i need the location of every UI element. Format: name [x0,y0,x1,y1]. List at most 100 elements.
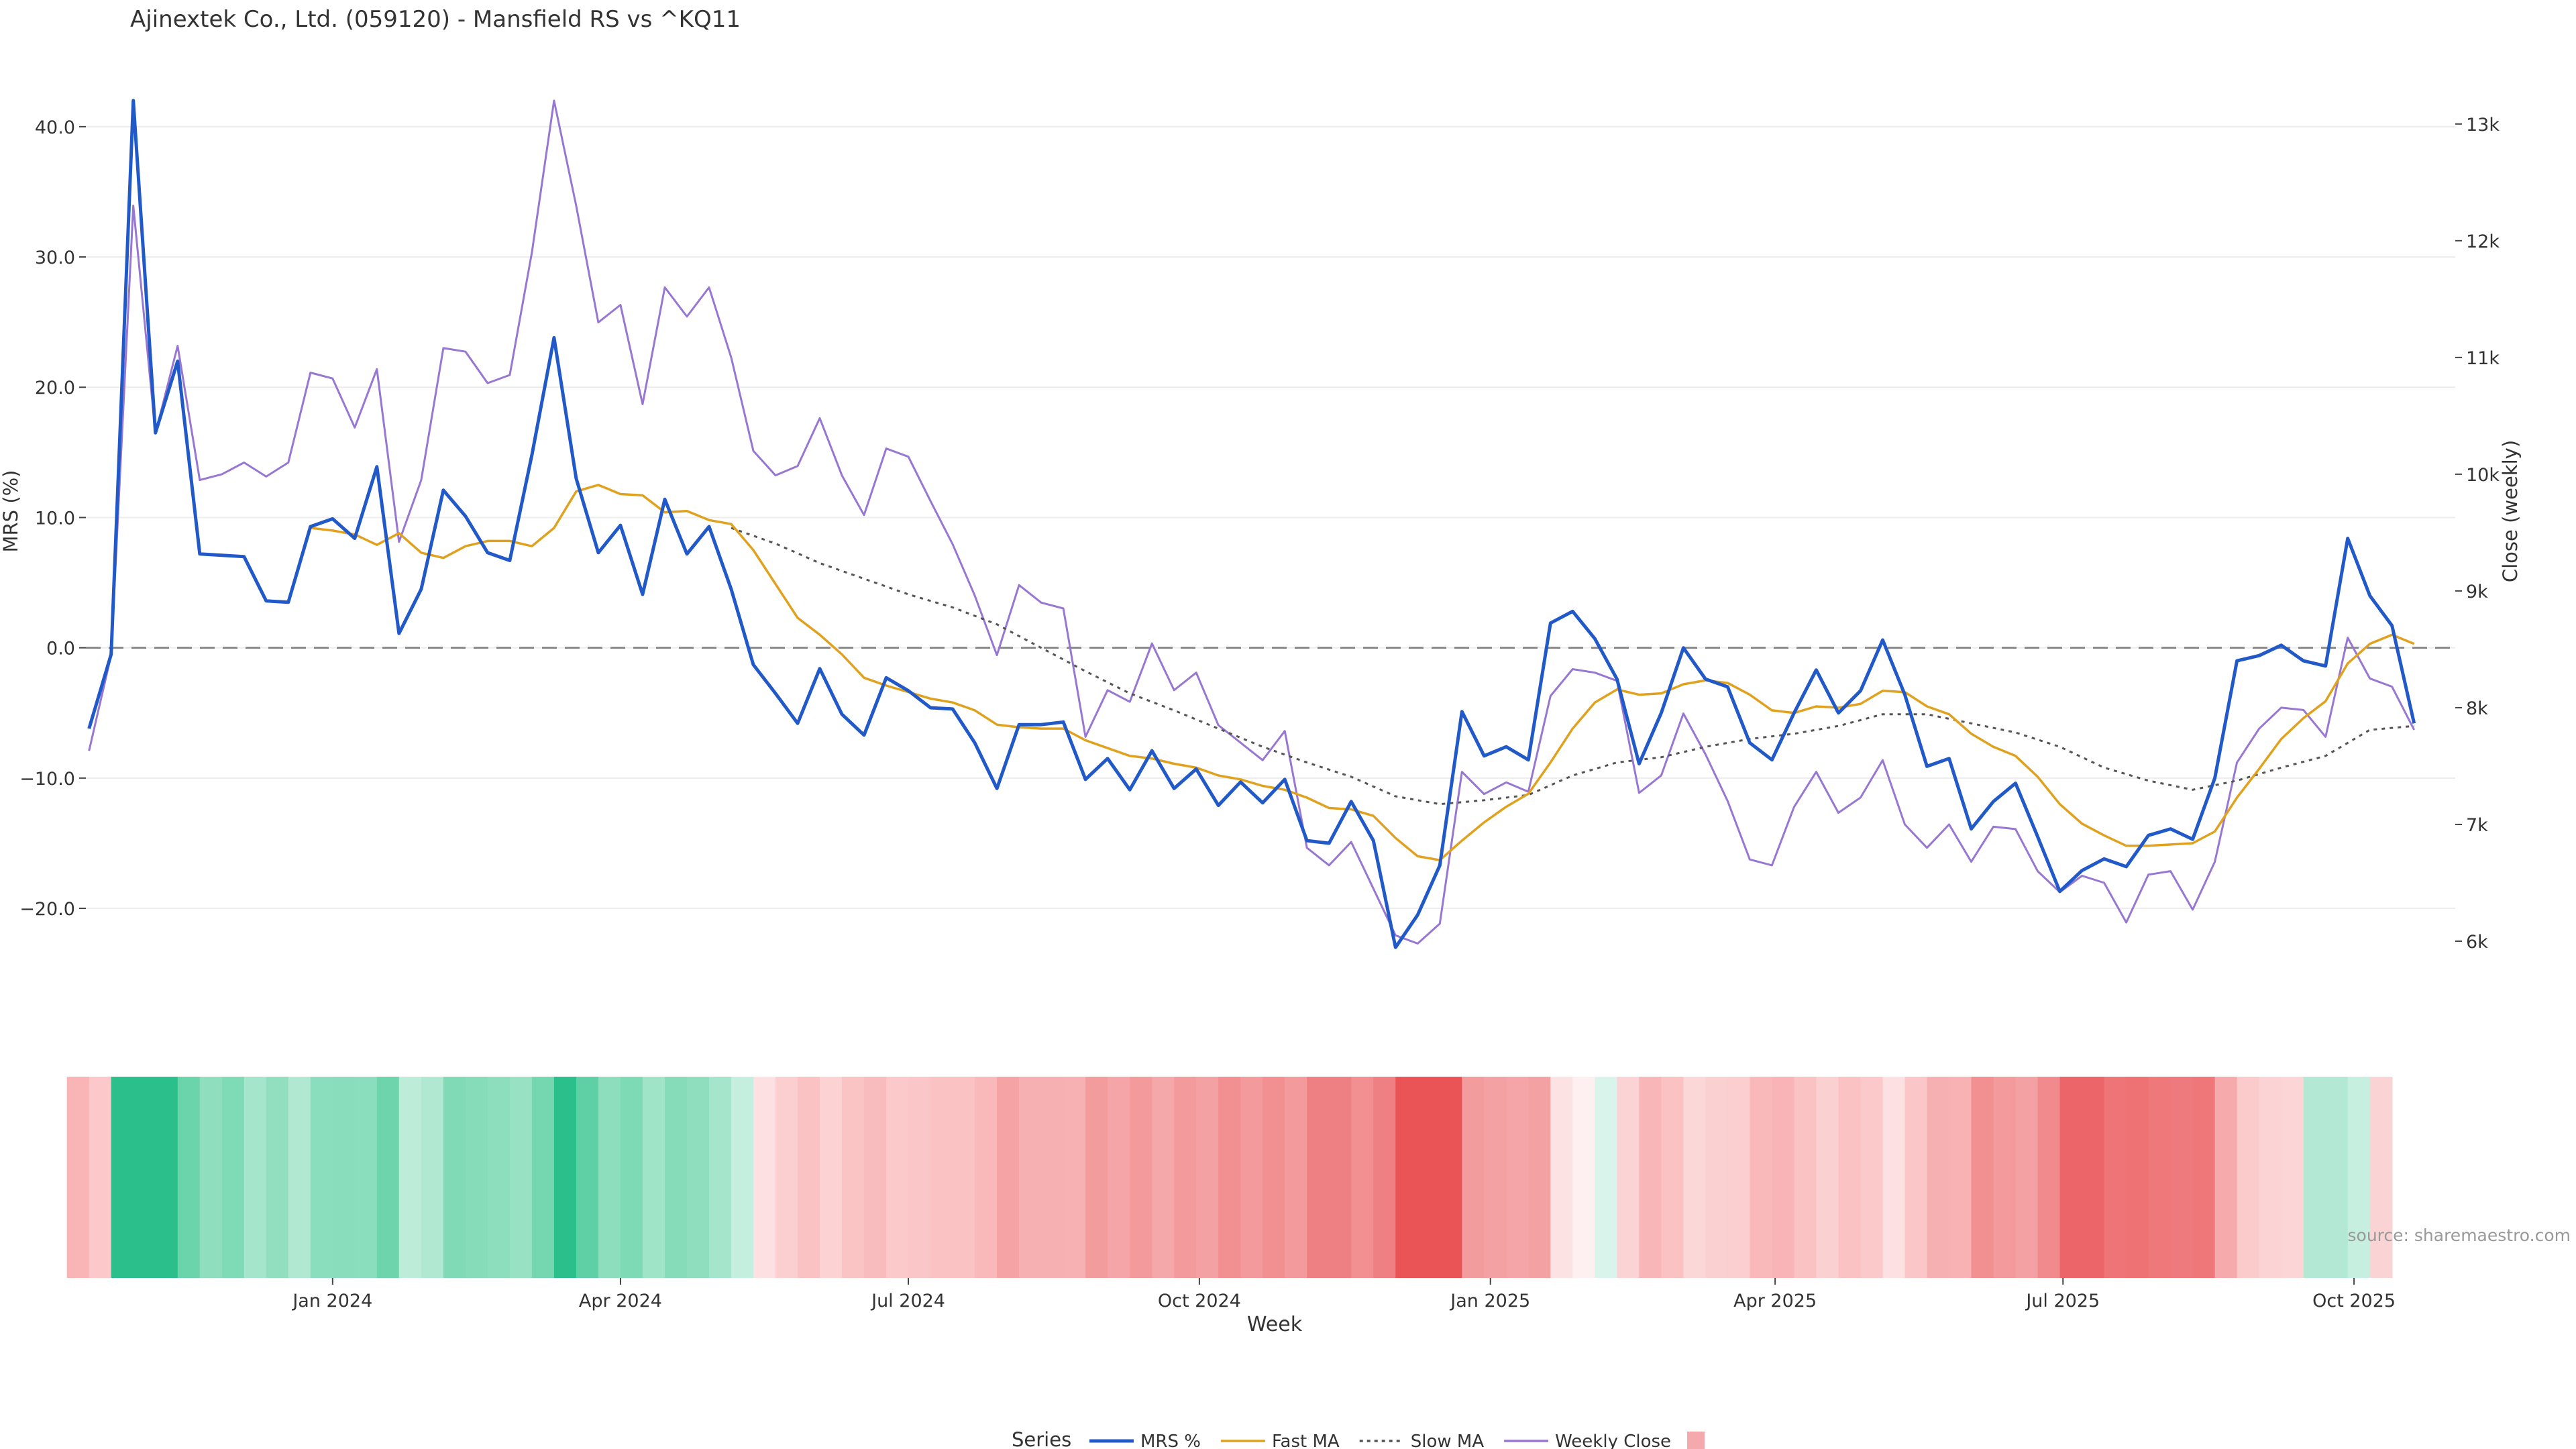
heatmap-cell [1683,1077,1707,1278]
heatmap-cell [1417,1077,1441,1278]
legend-title: Series [1012,1428,1071,1449]
heatmap-cell [1440,1077,1463,1278]
chart-title: Ajinextek Co., Ltd. (059120) - Mansfield… [130,6,741,33]
heatmap-cell [443,1077,466,1278]
heatmap-cell [531,1077,555,1278]
heatmap-cell [111,1077,134,1278]
right-axis-label: Close (weekly) [2499,440,2522,582]
legend-item-label: Slow MA [1411,1432,1485,1449]
heatmap-cell [620,1077,643,1278]
heatmap-cell [1373,1077,1397,1278]
left-tick-label: −10.0 [19,769,75,790]
heatmap-cell [1528,1077,1552,1278]
heatmap-strip [66,1077,2393,1278]
heatmap-cell [1661,1077,1684,1278]
heatmap-cell [1285,1077,1307,1278]
left-tick-label: 0.0 [46,639,75,659]
heatmap-cell [1152,1077,1175,1278]
legend-item-label: Weekly Close [1555,1432,1671,1449]
heatmap-cell [155,1077,178,1278]
heatmap-cell [244,1077,267,1278]
heatmap-cell [1572,1077,1596,1278]
plot-area [87,99,2416,949]
left-tick-label: 10.0 [35,508,75,529]
heatmap-cell [310,1077,333,1278]
heatmap-cell [2192,1077,2216,1278]
heatmap-cell [1971,1077,1994,1278]
heatmap-cell [2015,1077,2039,1278]
heatmap-cell [665,1077,688,1278]
x-tick-label: Oct 2025 [2312,1291,2396,1311]
x-tick-label: Jan 2024 [291,1291,372,1311]
legend-swatch-heatmap [1687,1432,1705,1449]
heatmap-cell [1395,1077,1419,1278]
heatmap-cell [886,1077,909,1278]
heatmap-cell [2037,1077,2061,1278]
heatmap-cell [1550,1077,1574,1278]
heatmap-cell [376,1077,400,1278]
heatmap-cell [1927,1077,1950,1278]
heatmap-cell [66,1077,90,1278]
left-tick-label: 30.0 [35,248,75,268]
heatmap-cell [1041,1077,1064,1278]
heatmap-cell [421,1077,444,1278]
heatmap-cell [1617,1077,1640,1278]
gridlines [86,125,2455,910]
heatmap-cell [465,1077,488,1278]
x-tick-label: Oct 2024 [1158,1291,1241,1311]
heatmap-cell [1218,1077,1241,1278]
heatmap-cell [1838,1077,1862,1278]
heatmap-cell [1904,1077,1928,1278]
x-tick-label: Apr 2025 [1733,1291,1817,1311]
source-note: source: sharemaestro.com [2348,1226,2571,1245]
heatmap-cell [2104,1077,2127,1278]
heatmap-cell [753,1077,776,1278]
heatmap-cell [1351,1077,1374,1278]
series-line-slow-ma [731,527,2414,806]
heatmap-cell [1240,1077,1263,1278]
heatmap-cell [1462,1077,1485,1278]
heatmap-cell [354,1077,378,1278]
heatmap-cell [864,1077,887,1278]
heatmap-cell [2214,1077,2238,1278]
series-line-weekly-close [88,99,2416,945]
heatmap-cell [975,1077,998,1278]
series-line-mrs [87,99,2416,949]
right-tick-label: 7k [2466,815,2488,836]
left-tick-label: −20.0 [19,899,75,920]
heatmap-cell [221,1077,245,1278]
heatmap-cell [642,1077,665,1278]
heatmap-cell [908,1077,931,1278]
left-y-axis: 40.0 30.0 20.0 10.0 0.0 −10.0 −20.0 [19,117,86,920]
heatmap-cell [1705,1077,1729,1278]
heatmap-cell [509,1077,533,1278]
heatmap-cell [332,1077,356,1278]
heatmap-cell [1484,1077,1507,1278]
heatmap-cell [1263,1077,1285,1278]
heatmap-cell [2148,1077,2171,1278]
right-tick-label: 13k [2466,115,2500,136]
heatmap-cell [1130,1077,1152,1278]
heatmap-cell [842,1077,865,1278]
heatmap-cell [2325,1077,2349,1278]
legend: Series MRS % Fast MA Slow MA Weekly Close [1012,1428,1705,1449]
right-tick-label: 9k [2466,582,2488,602]
heatmap-cell [2082,1077,2105,1278]
heatmap-cell [133,1077,156,1278]
heatmap-cell [1108,1077,1130,1278]
heatmap-cell [2237,1077,2260,1278]
heatmap-cell [1949,1077,1972,1278]
x-tick-label: Jul 2025 [2025,1291,2100,1311]
heatmap-cell [1639,1077,1662,1278]
legend-item-label: MRS % [1140,1432,1201,1449]
heatmap-cell [953,1077,975,1278]
heatmap-cell [2259,1077,2282,1278]
heatmap-cell [798,1077,820,1278]
heatmap-cell [1019,1077,1042,1278]
heatmap-cell [398,1077,422,1278]
heatmap-cell [288,1077,311,1278]
heatmap-cell [731,1077,754,1278]
heatmap-cell [2059,1077,2083,1278]
heatmap-cell [2170,1077,2194,1278]
heatmap-cell [687,1077,710,1278]
